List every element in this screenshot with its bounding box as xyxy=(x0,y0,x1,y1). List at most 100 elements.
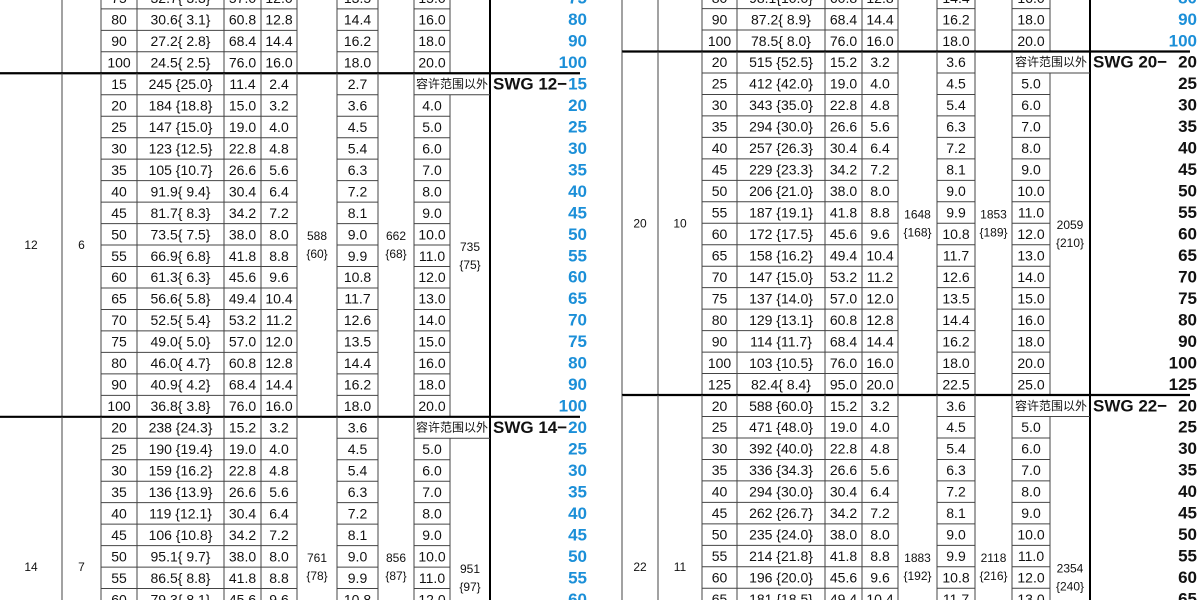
series-label: SWG 22− xyxy=(1093,396,1167,415)
length: 35 xyxy=(712,119,728,135)
value: 4.0 xyxy=(269,119,289,135)
model-number: 35 xyxy=(1178,117,1197,136)
value: 12.0 xyxy=(866,290,893,306)
value: 16.2 xyxy=(344,33,371,49)
model-number: 30 xyxy=(1178,96,1197,115)
length: 35 xyxy=(111,162,127,178)
load: 49.0{ 5.0} xyxy=(151,334,211,350)
model-number: 55 xyxy=(1178,547,1197,566)
value: 11.7 xyxy=(943,247,969,263)
value: 9.0 xyxy=(422,205,442,221)
load: 81.7{ 8.3} xyxy=(151,205,211,221)
model-number: 45 xyxy=(568,525,587,544)
length: 45 xyxy=(111,205,127,221)
model-number: 80 xyxy=(568,10,587,29)
load: 235 {24.0} xyxy=(749,527,813,543)
load: 471 {48.0} xyxy=(749,419,813,435)
merged-value: 1648 xyxy=(904,207,931,221)
value: 30.4 xyxy=(830,484,857,500)
merged-value: 588 xyxy=(307,229,327,243)
model-number: 65 xyxy=(1178,246,1197,265)
model-number: 125 xyxy=(1169,375,1197,394)
value: 8.0 xyxy=(870,183,890,199)
value: 18.0 xyxy=(1017,11,1044,27)
value: 16.2 xyxy=(942,11,969,27)
merged-value: {192} xyxy=(903,569,931,583)
value: 8.1 xyxy=(946,162,966,178)
value: 13.0 xyxy=(1017,247,1044,263)
diameter: 20 xyxy=(633,216,647,230)
load: 114 {11.7} xyxy=(750,333,812,349)
length: 55 xyxy=(712,548,728,564)
value: 41.8 xyxy=(229,570,256,586)
length: 80 xyxy=(111,12,127,28)
value: 38.0 xyxy=(229,548,256,564)
length: 45 xyxy=(111,527,127,543)
value: 3.6 xyxy=(946,54,966,70)
load: 46.0{ 4.7} xyxy=(151,355,211,371)
length: 25 xyxy=(712,76,728,92)
load: 119 {12.1} xyxy=(149,505,212,521)
value: 12.8 xyxy=(866,312,893,328)
model-number: 50 xyxy=(1178,525,1197,544)
value: 68.4 xyxy=(830,333,857,349)
value: 60.8 xyxy=(830,312,857,328)
load: 245 {25.0} xyxy=(149,76,213,92)
value: 16.0 xyxy=(1017,312,1044,328)
value: 6.4 xyxy=(870,484,890,500)
value: 4.8 xyxy=(269,462,289,478)
length: 30 xyxy=(111,462,127,478)
model-number: 35 xyxy=(568,482,587,501)
value: 8.0 xyxy=(1021,140,1041,156)
value: 45.6 xyxy=(830,226,857,242)
value: 9.9 xyxy=(348,248,368,264)
value: 76.0 xyxy=(229,55,256,71)
value: 13.0 xyxy=(1017,591,1044,600)
length: 100 xyxy=(107,398,131,414)
value: 6.3 xyxy=(348,484,368,500)
length: 60 xyxy=(111,591,127,600)
load: 206 {21.0} xyxy=(749,183,813,199)
value: 7.0 xyxy=(1021,119,1041,135)
value: 18.0 xyxy=(344,55,371,71)
value: 38.0 xyxy=(229,226,256,242)
length: 35 xyxy=(712,462,728,478)
value: 16.2 xyxy=(942,333,969,349)
load: 159 {16.2} xyxy=(149,462,213,478)
model-number: 80 xyxy=(1178,310,1197,329)
load: 257 {26.3} xyxy=(749,140,813,156)
value: 9.9 xyxy=(946,205,966,221)
model-number: 60 xyxy=(1178,568,1197,587)
value: 9.0 xyxy=(348,226,368,242)
merged-value: {97} xyxy=(459,580,480,594)
size: 11 xyxy=(674,560,687,574)
value: 4.5 xyxy=(946,76,966,92)
length: 30 xyxy=(111,140,127,156)
value: 6.3 xyxy=(946,462,966,478)
length: 50 xyxy=(111,226,127,242)
merged-value: 2059 xyxy=(1057,218,1084,232)
value: 11.2 xyxy=(266,312,292,328)
model-number: 50 xyxy=(568,225,587,244)
load: 79.3{ 8.1} xyxy=(151,591,211,600)
size: 7 xyxy=(78,560,85,574)
value: 4.8 xyxy=(870,441,890,457)
model-number: 40 xyxy=(1178,139,1197,158)
model-number: 50 xyxy=(568,547,587,566)
value: 14.4 xyxy=(942,0,969,6)
size: 6 xyxy=(78,238,85,252)
value: 9.9 xyxy=(348,570,368,586)
value: 57.0 xyxy=(229,0,256,6)
load: 36.8{ 3.8} xyxy=(151,398,211,414)
value: 7.2 xyxy=(946,140,966,156)
value: 7.2 xyxy=(348,505,368,521)
length: 40 xyxy=(712,484,728,500)
load: 82.4{ 8.4} xyxy=(751,376,811,392)
load: 106 {10.8} xyxy=(149,527,213,543)
value: 7.0 xyxy=(422,162,442,178)
length: 65 xyxy=(712,591,728,600)
length: 25 xyxy=(111,119,127,135)
value: 45.6 xyxy=(830,570,857,586)
value: 3.2 xyxy=(870,398,890,414)
